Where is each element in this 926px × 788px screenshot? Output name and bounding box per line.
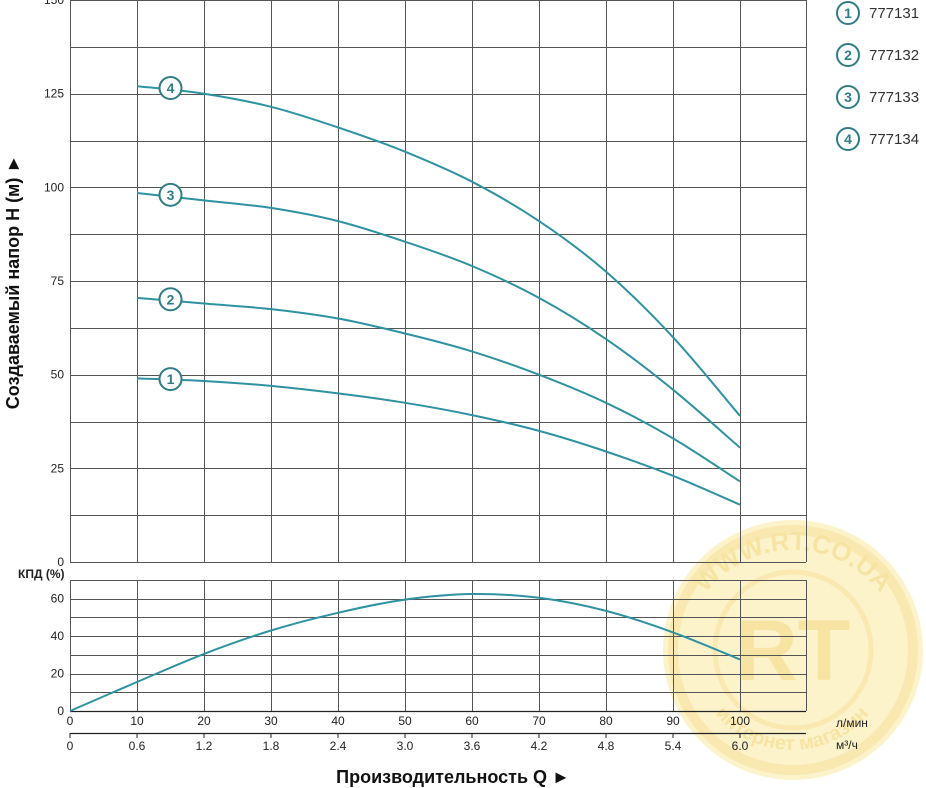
- curve-marker-label: 1: [167, 371, 175, 387]
- x-tick-lpm: 90: [666, 714, 680, 728]
- legend-marker-circle: [836, 85, 860, 109]
- efficiency-y-tick-label: 40: [51, 629, 65, 643]
- legend-item-777133: 3 777133: [836, 85, 919, 109]
- curve-marker-2: 2: [158, 287, 183, 312]
- x-tick-lpm: 20: [197, 714, 211, 728]
- head-y-tick-label: 50: [51, 368, 65, 382]
- x-tick-m3h: 4.2: [531, 739, 548, 753]
- legend-item-777134: 4 777134: [836, 127, 919, 151]
- head-grid: [70, 0, 807, 563]
- head-series: [136, 85, 741, 506]
- x-tick-m3h: 3.0: [397, 739, 414, 753]
- efficiency-y-tick-label: 60: [51, 592, 65, 606]
- watermark-logo: WWW.RT.CO.UA интернет магазин RT: [663, 520, 923, 780]
- x-unit-m3h: м³/ч: [836, 738, 858, 752]
- head-curve-3: [136, 192, 741, 449]
- efficiency-series: [69, 592, 741, 712]
- legend-marker-circle: [836, 43, 860, 67]
- curve-marker-3: 3: [158, 182, 183, 207]
- legend-marker-circle: [836, 127, 860, 151]
- legend-marker-label: 4: [844, 131, 852, 147]
- legend-label: 777133: [869, 89, 919, 106]
- x-tick-m3h: 1.2: [196, 739, 213, 753]
- curve-marker-circle: [158, 287, 183, 312]
- legend-marker-label: 1: [844, 5, 852, 21]
- x-unit-lpm: л/мин: [836, 716, 868, 730]
- head-y-tick-label: 150: [44, 0, 64, 7]
- curve-marker-circle: [158, 367, 183, 392]
- head-series-markers: 1 2 3 4: [158, 76, 183, 392]
- legend: 1 777131 2 777132 3 777133 4 777134: [836, 1, 919, 151]
- x-tick-lpm: 80: [599, 714, 613, 728]
- x-tick-m3h: 4.8: [598, 739, 615, 753]
- x-tick-m3h: 3.6: [464, 739, 481, 753]
- curve-marker-label: 3: [167, 187, 175, 203]
- x-tick-m3h: 0: [67, 739, 74, 753]
- head-axis-title: Создаваемый напор H (м) ►: [3, 155, 23, 409]
- curve-marker-circle: [158, 76, 183, 101]
- x-tick-lpm: 60: [465, 714, 479, 728]
- curve-marker-label: 4: [167, 80, 175, 96]
- x-tick-lpm: 30: [264, 714, 278, 728]
- x-tick-lpm: 100: [730, 714, 750, 728]
- x-tick-lpm: 0: [67, 714, 74, 728]
- legend-item-777131: 1 777131: [836, 1, 919, 25]
- x-tick-lpm: 10: [130, 714, 144, 728]
- x-tick-lpm: 50: [398, 714, 412, 728]
- legend-item-777132: 2 777132: [836, 43, 919, 67]
- efficiency-axis-title: КПД (%): [18, 567, 65, 581]
- head-y-tick-label: 100: [44, 180, 64, 194]
- x-ticks: 0 10 20 30 40 50 60 70 80 90 100 0 0.6 1.2 1.8 2.4 3.0 3.…: [67, 714, 806, 753]
- x-tick-m3h: 6.0: [732, 739, 749, 753]
- legend-marker-circle: [836, 1, 860, 25]
- head-curve-1: [136, 377, 741, 506]
- curve-marker-label: 2: [167, 291, 175, 307]
- legend-marker-label: 3: [844, 89, 852, 105]
- head-curve-2: [136, 296, 741, 483]
- efficiency-y-tick-label: 20: [51, 667, 65, 681]
- head-y-tick-label: 125: [44, 87, 64, 101]
- legend-label: 777131: [869, 5, 919, 22]
- head-y-tick-label: 25: [51, 461, 65, 475]
- head-curve-4: [136, 85, 741, 417]
- x-tick-lpm: 70: [532, 714, 546, 728]
- legend-label: 777132: [869, 47, 919, 64]
- x-tick-m3h: 5.4: [665, 739, 682, 753]
- efficiency-y-tick-label: 0: [57, 704, 64, 718]
- head-y-ticks: 0 25 50 75 100 125 150: [44, 0, 64, 569]
- x-axis-title: Производительность Q ►: [336, 767, 570, 787]
- curve-marker-1: 1: [158, 367, 183, 392]
- legend-marker-label: 2: [844, 47, 852, 63]
- x-tick-m3h: 2.4: [330, 739, 347, 753]
- curve-marker-4: 4: [158, 76, 183, 101]
- efficiency-grid: [70, 580, 807, 713]
- x-tick-m3h: 0.6: [129, 739, 146, 753]
- curve-marker-circle: [158, 182, 183, 207]
- watermark-rt: RT: [736, 603, 851, 699]
- head-y-tick-label: 75: [51, 274, 65, 288]
- head-y-tick-label: 0: [57, 555, 64, 569]
- efficiency-curve: [69, 592, 741, 712]
- x-tick-lpm: 40: [331, 714, 345, 728]
- efficiency-y-ticks: 0 20 40 60: [51, 592, 65, 718]
- legend-label: 777134: [869, 131, 919, 148]
- x-tick-m3h: 1.8: [263, 739, 280, 753]
